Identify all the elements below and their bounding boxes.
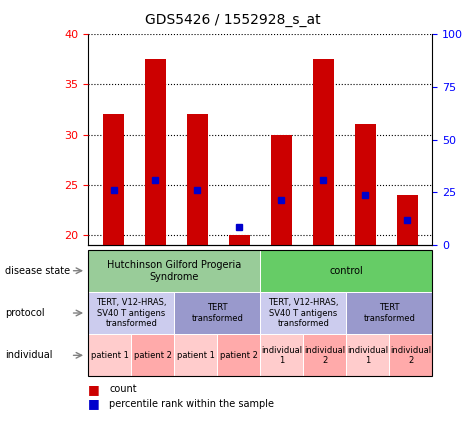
Text: disease state: disease state bbox=[5, 266, 70, 276]
Bar bbox=[271, 135, 292, 245]
Text: TERT
transformed: TERT transformed bbox=[364, 303, 415, 323]
Text: individual
2: individual 2 bbox=[305, 346, 345, 365]
Text: TERT, V12-HRAS,
SV40 T antigens
transformed: TERT, V12-HRAS, SV40 T antigens transfor… bbox=[268, 298, 339, 328]
Text: TERT, V12-HRAS,
SV40 T antigens
transformed: TERT, V12-HRAS, SV40 T antigens transfor… bbox=[96, 298, 166, 328]
Text: ■: ■ bbox=[88, 398, 100, 410]
Text: patient 2: patient 2 bbox=[134, 351, 172, 360]
Text: individual
1: individual 1 bbox=[261, 346, 302, 365]
Text: individual
1: individual 1 bbox=[347, 346, 388, 365]
Bar bbox=[313, 59, 334, 245]
Text: GDS5426 / 1552928_s_at: GDS5426 / 1552928_s_at bbox=[145, 13, 320, 27]
Text: control: control bbox=[330, 266, 363, 276]
Bar bbox=[145, 59, 166, 245]
Text: count: count bbox=[109, 384, 137, 394]
Text: individual: individual bbox=[5, 350, 52, 360]
Text: protocol: protocol bbox=[5, 308, 44, 318]
Text: percentile rank within the sample: percentile rank within the sample bbox=[109, 399, 274, 409]
Bar bbox=[397, 195, 418, 245]
Bar bbox=[103, 114, 124, 245]
Text: patient 2: patient 2 bbox=[220, 351, 258, 360]
Text: patient 1: patient 1 bbox=[91, 351, 129, 360]
Text: patient 1: patient 1 bbox=[177, 351, 215, 360]
Bar bbox=[187, 114, 208, 245]
Text: Hutchinson Gilford Progeria
Syndrome: Hutchinson Gilford Progeria Syndrome bbox=[107, 260, 241, 282]
Text: individual
2: individual 2 bbox=[391, 346, 432, 365]
Bar bbox=[355, 124, 376, 245]
Bar bbox=[229, 235, 250, 245]
Text: TERT
transformed: TERT transformed bbox=[192, 303, 243, 323]
Text: ■: ■ bbox=[88, 383, 100, 396]
